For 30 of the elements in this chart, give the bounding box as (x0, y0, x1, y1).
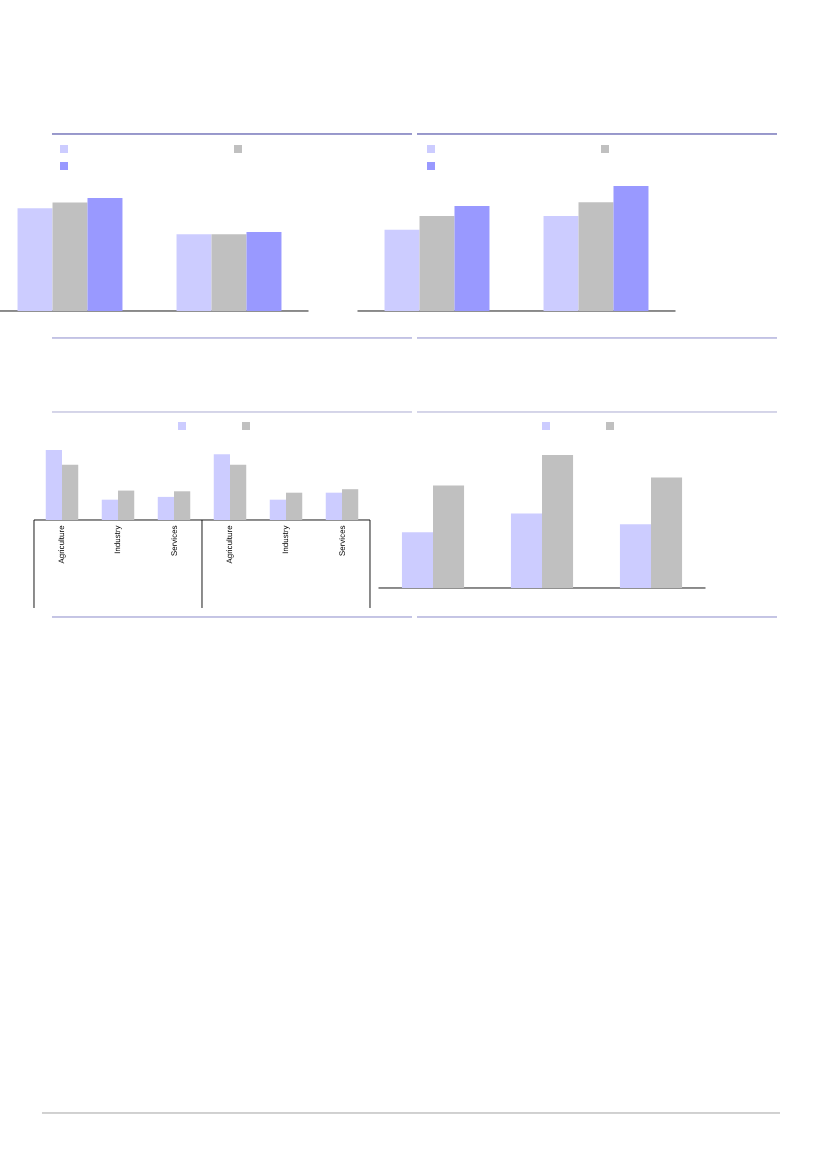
bar (17, 208, 53, 311)
bar (52, 202, 88, 311)
bar (157, 496, 174, 520)
bar (174, 491, 191, 520)
bar (325, 492, 342, 520)
bar (213, 454, 230, 520)
bar (87, 197, 123, 311)
bar (230, 464, 247, 520)
bar (619, 524, 651, 588)
bar (211, 234, 247, 311)
bar (510, 513, 542, 588)
bar (101, 499, 118, 520)
bar (342, 489, 359, 520)
bar (543, 215, 579, 311)
bar (578, 202, 614, 311)
bar (384, 229, 420, 311)
bar (269, 499, 286, 520)
bar (419, 215, 455, 311)
bar (651, 477, 683, 588)
bar (246, 231, 282, 311)
bar (62, 464, 79, 520)
bar (286, 492, 303, 520)
bar (613, 185, 649, 311)
bar (118, 490, 135, 520)
bar (542, 454, 574, 588)
bar (176, 234, 212, 311)
bar (454, 205, 490, 311)
bar (45, 449, 62, 520)
bar (401, 532, 433, 588)
bar (433, 485, 465, 588)
